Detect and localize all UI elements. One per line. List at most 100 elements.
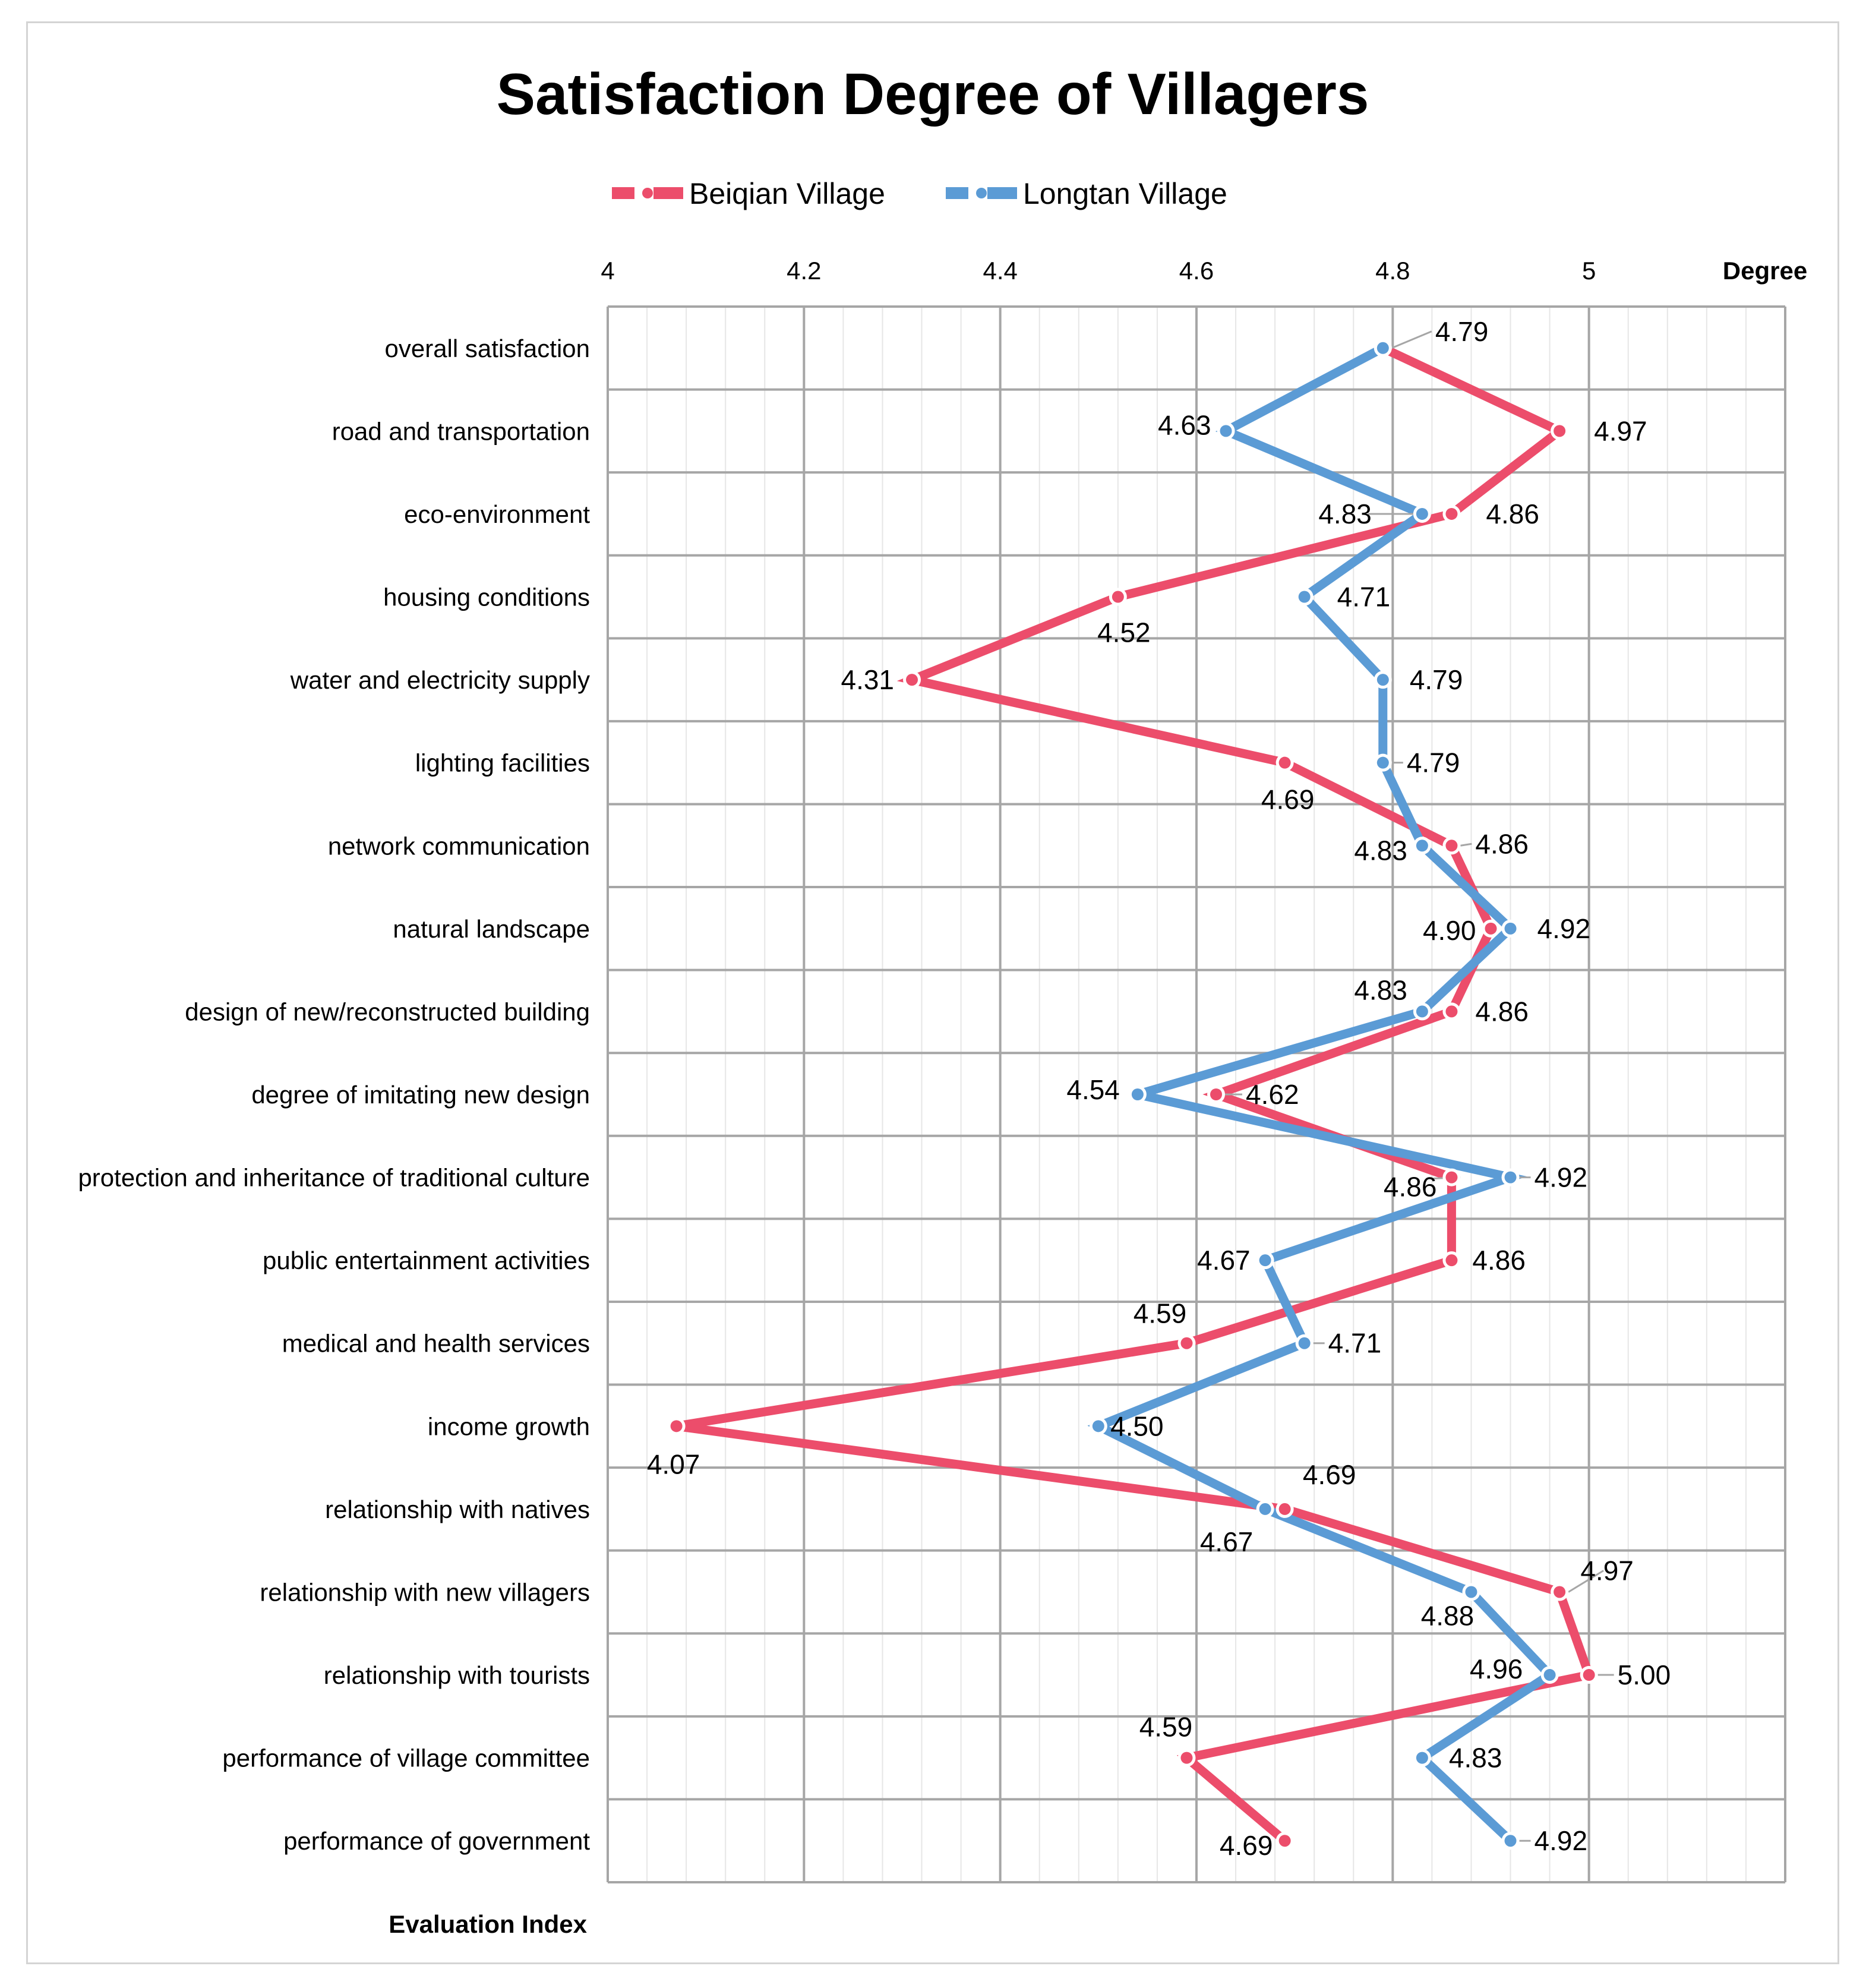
data-point	[1504, 1171, 1517, 1184]
data-label: 4.90	[1423, 915, 1476, 946]
x-tick-label: 4.2	[787, 257, 821, 285]
y-axis-title: Evaluation Index	[389, 1910, 587, 1938]
data-label: 4.92	[1537, 913, 1591, 944]
category-label: road and transportation	[332, 417, 590, 445]
data-point	[1445, 1171, 1458, 1184]
data-point	[670, 1420, 683, 1432]
data-label: 4.86	[1475, 996, 1529, 1027]
data-point	[1583, 1669, 1595, 1681]
category-labels: overall satisfaction road and transportat…	[78, 335, 590, 1855]
data-point	[1259, 1503, 1271, 1515]
data-label: 4.86	[1384, 1172, 1437, 1203]
category-label: relationship with tourists	[324, 1661, 590, 1689]
data-label: 4.83	[1318, 498, 1372, 529]
category-label: lighting facilities	[415, 749, 590, 777]
data-label: 4.63	[1158, 409, 1211, 440]
data-point	[1416, 1005, 1428, 1018]
legend-dot-longtan	[976, 188, 987, 198]
data-label: 4.50	[1110, 1410, 1164, 1441]
data-point	[1416, 840, 1428, 852]
data-label: 4.97	[1580, 1555, 1634, 1586]
category-label: public entertainment activities	[263, 1247, 590, 1274]
category-label: performance of village committee	[222, 1744, 590, 1772]
data-point	[1485, 922, 1497, 935]
category-label: water and electricity supply	[290, 666, 590, 694]
series-line-longtan	[1087, 344, 1557, 1844]
x-tick-label: 4.8	[1375, 257, 1410, 285]
data-label: 4.31	[841, 664, 894, 695]
data-label: 4.83	[1354, 835, 1407, 866]
category-label: relationship with new villagers	[260, 1578, 590, 1606]
data-point	[906, 674, 918, 686]
data-label: 4.67	[1197, 1245, 1251, 1276]
data-label: 4.86	[1486, 498, 1539, 529]
data-label: 4.86	[1475, 828, 1529, 859]
data-point	[1220, 425, 1232, 437]
category-label: eco-environment	[404, 500, 590, 528]
category-label: degree of imitating new design	[251, 1081, 590, 1109]
data-label: 4.83	[1354, 974, 1407, 1005]
data-point	[1445, 507, 1458, 520]
data-point	[1180, 1337, 1193, 1349]
data-label: 4.69	[1220, 1830, 1273, 1861]
data-point	[1416, 507, 1428, 520]
data-point	[1298, 1337, 1311, 1349]
data-label: 4.92	[1535, 1825, 1588, 1856]
x-tick-labels: 4 4.2 4.4 4.6 4.8 5	[601, 257, 1596, 285]
data-point	[1278, 1503, 1291, 1515]
data-labels: 4.97 4.86 4.52 4.31 4.69 4.86 4.90 4.86 4.62 4.86…	[647, 316, 1671, 1861]
data-point	[1504, 922, 1517, 935]
data-label: 4.71	[1337, 582, 1391, 613]
data-label: 4.62	[1246, 1079, 1299, 1110]
data-label: 4.97	[1594, 415, 1647, 446]
category-label: natural landscape	[393, 915, 590, 943]
data-label: 4.71	[1328, 1328, 1382, 1359]
data-point	[1416, 1752, 1428, 1764]
data-point	[1092, 1420, 1104, 1432]
x-axis-title: Degree	[1723, 257, 1807, 285]
label-leader-line	[1391, 330, 1432, 349]
category-label: network communication	[328, 832, 590, 860]
data-points	[667, 339, 1598, 1850]
data-label: 4.69	[1303, 1459, 1356, 1490]
x-tick-label: 5	[1582, 257, 1596, 285]
data-point	[1376, 756, 1389, 769]
data-label: 4.79	[1435, 316, 1489, 347]
data-point	[1112, 591, 1124, 603]
data-label: 4.59	[1134, 1298, 1187, 1329]
category-label: income growth	[428, 1412, 590, 1440]
data-point	[1278, 1835, 1291, 1847]
data-label: 4.88	[1421, 1600, 1475, 1631]
category-label: housing conditions	[383, 583, 590, 611]
data-point	[1554, 425, 1566, 437]
data-point	[1543, 1669, 1556, 1681]
x-tick-label: 4	[601, 257, 614, 285]
category-label: overall satisfaction	[385, 335, 591, 362]
data-point	[1445, 1254, 1458, 1267]
data-point	[1504, 1835, 1517, 1847]
data-point	[1131, 1088, 1144, 1100]
category-label: protection and inheritance of traditiona…	[78, 1164, 590, 1192]
data-label: 4.54	[1066, 1074, 1120, 1105]
data-point	[1445, 1005, 1458, 1018]
data-label: 4.67	[1200, 1526, 1254, 1557]
major-gridlines	[607, 305, 1786, 1883]
data-point	[1445, 840, 1458, 852]
data-label: 4.59	[1139, 1712, 1193, 1743]
category-label: relationship with natives	[325, 1495, 590, 1523]
data-label: 4.69	[1261, 784, 1315, 815]
x-tick-label: 4.6	[1179, 257, 1214, 285]
legend: Beiqian Village Longtan Village	[612, 177, 1227, 210]
data-point	[1465, 1586, 1477, 1598]
x-tick-label: 4.4	[983, 257, 1017, 285]
data-point	[1376, 342, 1389, 354]
label-leader-line	[1568, 1570, 1604, 1593]
data-label: 4.07	[647, 1449, 700, 1479]
data-point	[1376, 674, 1389, 686]
data-label: 4.52	[1097, 617, 1151, 648]
legend-label-longtan: Longtan Village	[1023, 177, 1227, 210]
data-point	[1259, 1254, 1271, 1267]
chart-frame	[26, 21, 1839, 1964]
data-point	[1554, 1586, 1566, 1598]
data-point	[1278, 756, 1291, 769]
